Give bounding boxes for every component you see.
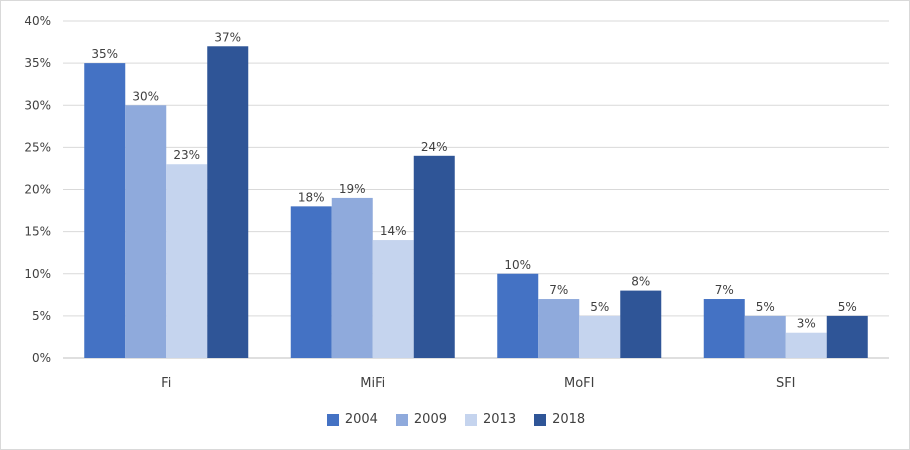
data-label: 18% [298,190,325,204]
data-labels: 35% 30% 23% 37% 18% 19% 14% 24% 10% 7% 5% 8% 7% 5% 3% 5… [91,30,856,330]
legend-label: 2004 [344,412,378,427]
data-label: 7% [715,283,734,297]
data-label: 7% [549,283,568,297]
data-label: 14% [380,224,407,238]
legend-item: 2013 [465,412,516,427]
legend-swatch [326,413,339,426]
bar-chart: 0% 5% 10% 15% 20% 25% 30% 35% 40% 35% 30% 23% 37% 18… [24,14,889,391]
y-tick-label: 35% [24,56,51,70]
bar [166,164,208,358]
data-label: 35% [91,47,118,61]
data-label: 23% [173,148,200,162]
y-tick-label: 30% [24,98,51,112]
bar [84,63,126,358]
bar [497,273,539,358]
bar [125,105,167,358]
data-label: 24% [421,140,448,154]
bar [372,240,414,358]
data-label: 3% [797,317,816,331]
bars [84,46,868,359]
y-tick-label: 5% [32,309,51,323]
y-tick-label: 25% [24,140,51,154]
legend-item: 2018 [534,412,585,427]
data-label: 5% [838,300,857,314]
legend-swatch [465,413,477,426]
y-tick-label: 20% [24,183,51,197]
legend-swatch [534,413,547,426]
bar [620,290,662,358]
bar [331,197,373,358]
legend-item: 2004 [326,412,378,427]
data-label: 5% [590,300,609,314]
bar [579,315,621,358]
x-category-label: Fi [161,376,171,391]
y-tick-label: 10% [24,267,51,281]
legend: 2004 2009 2013 2018 [1,412,910,427]
data-label: 10% [504,258,531,272]
bar [207,46,249,359]
legend-swatch [395,413,408,426]
x-axis: Fi MiFi MoFI SFI [161,376,795,391]
y-axis: 0% 5% 10% 15% 20% 25% 30% 35% 40% [24,14,51,365]
bar [538,299,580,358]
bar [703,299,745,358]
x-category-label: SFI [776,376,796,391]
y-tick-label: 15% [24,225,51,239]
bar [413,155,455,358]
x-category-label: MiFi [360,376,385,391]
legend-label: 2013 [483,412,517,427]
legend-label: 2009 [413,412,447,427]
legend-label: 2018 [552,412,586,427]
bar [744,315,786,358]
data-label: 5% [756,300,775,314]
y-tick-label: 0% [32,351,51,365]
bar [290,206,332,358]
bar [826,315,868,358]
x-category-label: MoFI [564,376,594,391]
data-label: 8% [631,275,650,289]
y-tick-label: 40% [24,14,51,28]
data-label: 37% [214,30,241,44]
bar [785,332,827,358]
data-label: 19% [339,182,366,196]
legend-item: 2009 [395,412,447,427]
data-label: 30% [132,89,159,103]
